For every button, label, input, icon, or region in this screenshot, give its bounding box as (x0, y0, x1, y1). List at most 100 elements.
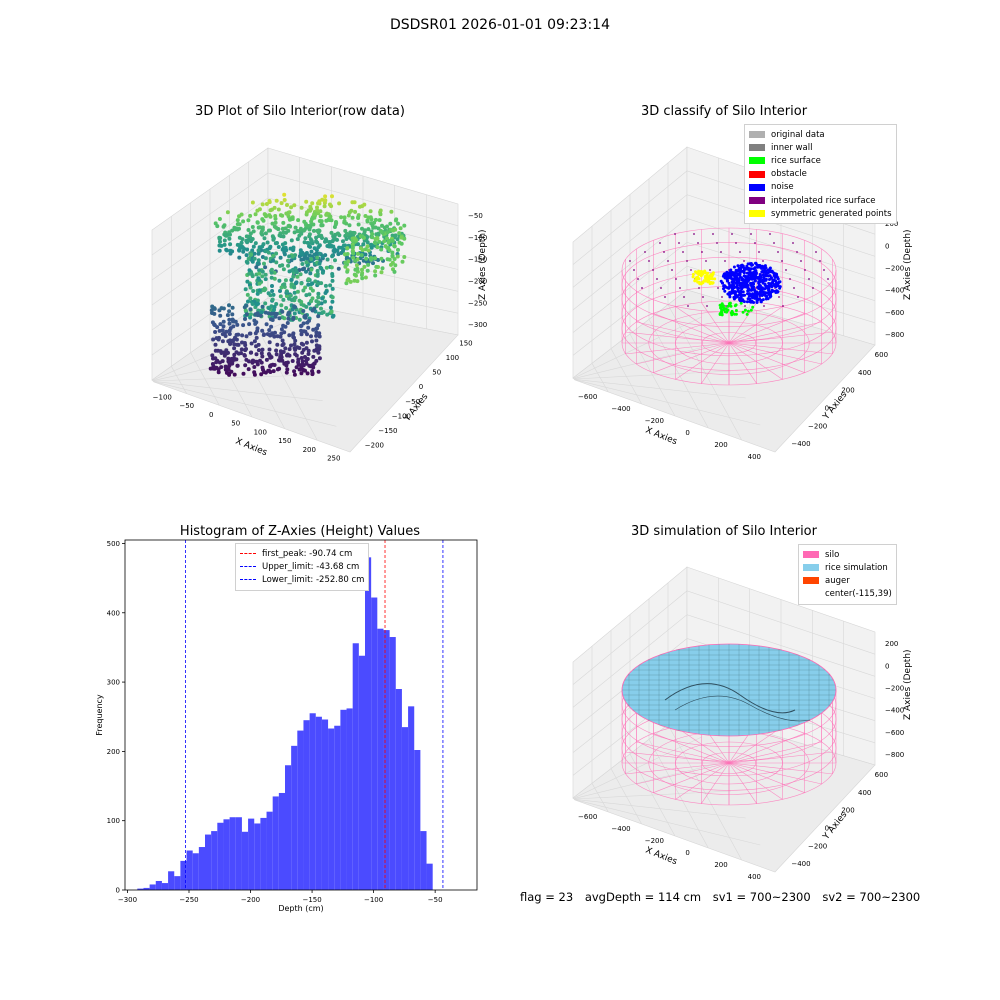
data-point (310, 288, 315, 293)
data-point (344, 237, 349, 241)
data-point (348, 279, 353, 284)
rice-surface-point (746, 309, 750, 313)
interpolated-point (675, 278, 677, 280)
noise-point (758, 285, 762, 289)
interpolated-point (716, 242, 718, 244)
data-point (241, 371, 246, 376)
data-point (307, 227, 312, 232)
data-point (328, 305, 333, 310)
noise-point (739, 289, 743, 293)
noise-point (776, 290, 780, 294)
noise-point (738, 297, 742, 300)
data-point (355, 279, 360, 284)
data-point (210, 353, 215, 358)
interpolated-point (686, 260, 688, 262)
data-point (342, 215, 347, 220)
interpolated-point (717, 287, 719, 289)
y-tick-label: −150 (378, 427, 397, 435)
data-point (319, 219, 324, 224)
y-tick-label: 0 (419, 383, 423, 391)
data-point (299, 205, 304, 210)
data-point (268, 317, 273, 322)
histogram-bar (303, 720, 310, 890)
noise-point (772, 278, 776, 282)
data-point (345, 269, 350, 274)
x-tick-label: 0 (209, 411, 213, 419)
data-point (237, 248, 242, 253)
histogram-bar (137, 888, 144, 890)
data-point (282, 192, 287, 197)
noise-point (748, 269, 752, 273)
data-point (382, 239, 387, 244)
data-point (291, 317, 296, 321)
z-tick-label: −100 (468, 234, 487, 242)
data-point (303, 236, 308, 241)
data-point (263, 272, 268, 277)
data-point (319, 306, 323, 311)
data-point (224, 248, 229, 253)
data-point (282, 282, 287, 287)
data-point (392, 257, 397, 261)
data-point (330, 254, 335, 259)
data-point (306, 282, 311, 287)
data-point (402, 255, 407, 259)
y-tick-label: 0 (825, 824, 829, 832)
y-tick-label: 200 (841, 807, 854, 815)
data-point (304, 269, 308, 274)
noise-point (761, 298, 765, 302)
data-point (373, 237, 378, 241)
x-tick-label: −200 (645, 417, 664, 425)
data-point (266, 228, 271, 233)
raw-data-points (208, 192, 407, 377)
data-point (319, 281, 324, 286)
data-point (287, 296, 291, 301)
data-point (314, 251, 319, 256)
data-point (248, 213, 253, 218)
x-tick-label: 200 (714, 441, 727, 449)
x-tick-label: 100 (254, 428, 267, 436)
data-point (293, 225, 298, 230)
interpolated-point (664, 296, 666, 298)
data-point (302, 240, 307, 245)
data-point (363, 214, 368, 218)
data-point (378, 212, 383, 217)
data-point (357, 204, 362, 209)
symmetric-point (696, 275, 700, 279)
data-point (301, 368, 306, 373)
data-point (264, 202, 269, 206)
data-point (318, 214, 323, 219)
data-point (366, 262, 371, 267)
z-tick-label: −800 (885, 331, 904, 339)
y-tick-label: −200 (808, 842, 827, 850)
data-point (325, 312, 330, 317)
interpolated-point (743, 260, 745, 262)
data-point (352, 278, 357, 283)
data-point (276, 245, 281, 249)
data-point (274, 348, 279, 353)
silo-floor-ring (701, 752, 757, 774)
data-point (339, 245, 344, 250)
interpolated-point (720, 251, 722, 253)
data-point (272, 270, 277, 275)
noise-point (723, 289, 727, 293)
data-point (230, 305, 235, 310)
data-point (299, 252, 304, 257)
noise-point (766, 271, 770, 275)
data-point (266, 250, 271, 255)
silo-floor-ring (648, 311, 810, 375)
data-point (274, 260, 279, 265)
data-point (295, 289, 300, 294)
noise-point (753, 277, 757, 281)
data-point (216, 370, 221, 375)
data-point (305, 332, 309, 337)
data-point (256, 342, 261, 347)
data-point (267, 246, 272, 251)
data-point (257, 288, 262, 293)
data-point (292, 369, 297, 374)
data-point (273, 220, 278, 225)
data-point (307, 244, 311, 249)
data-point (245, 247, 250, 252)
noise-point (736, 287, 740, 291)
data-point (329, 218, 334, 223)
data-point (235, 218, 240, 223)
